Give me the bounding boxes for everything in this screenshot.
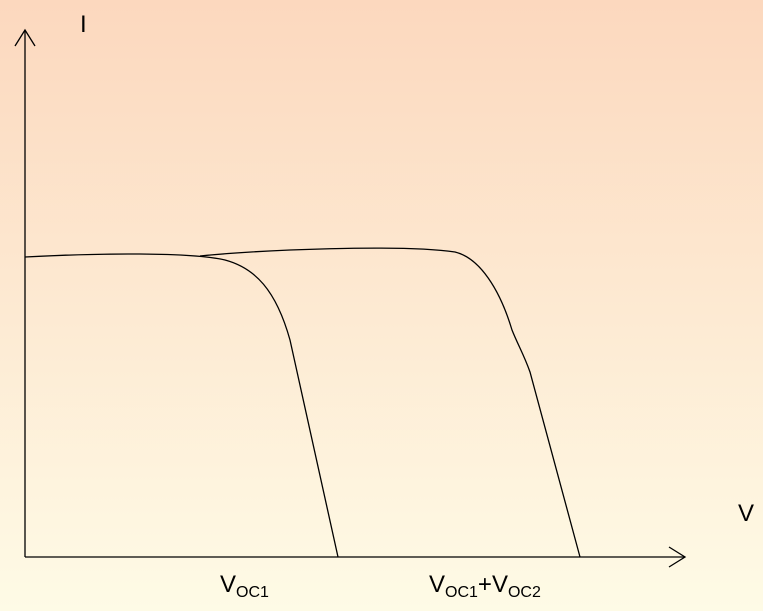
voc1-label: VOC1	[220, 571, 269, 601]
label-part: +	[478, 571, 492, 598]
y-axis-label: I	[80, 11, 87, 38]
x-axis-label: V	[738, 500, 754, 527]
curve-series	[199, 247, 581, 558]
y-arrow	[14, 28, 36, 47]
voc-sum-label: VOC1+VOC2	[429, 571, 541, 601]
label-part: V	[220, 571, 236, 598]
label-part: V	[492, 571, 508, 598]
subscript: OC2	[508, 584, 541, 601]
subscript: OC1	[445, 584, 478, 601]
x-arrow	[668, 546, 687, 568]
label-part: V	[429, 571, 445, 598]
curve-cell-1	[24, 253, 339, 558]
subscript: OC1	[236, 584, 269, 601]
